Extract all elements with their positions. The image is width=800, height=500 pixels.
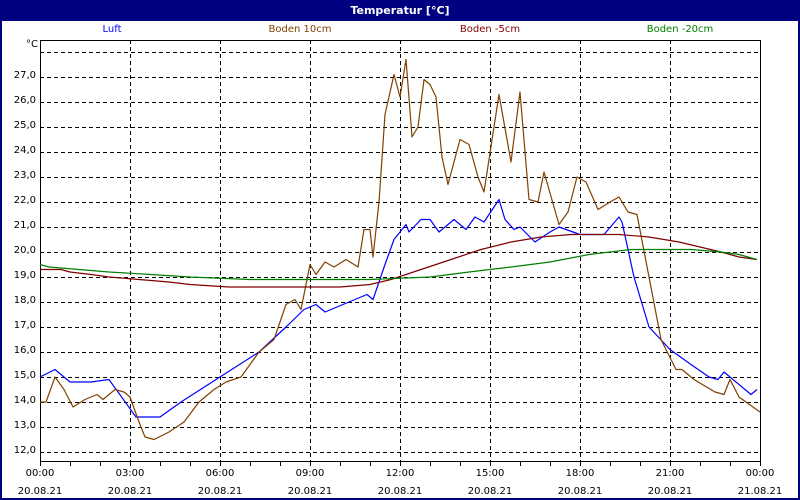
legend-item: Luft [102,24,122,35]
y-tick-label: 14,0 [13,395,36,406]
series-line-boden-10cm [40,58,761,441]
y-tick-label: 26,0 [13,95,36,106]
plot-frame [40,40,761,462]
x-tick-label: 03:00 20.08.21 [100,467,160,499]
x-tick-date: 20.08.21 [467,486,513,497]
legend-item: Boden -20cm [646,24,714,35]
x-tick-time: 15:00 [475,468,505,479]
x-tick-date: 21.08.21 [737,486,783,497]
x-tick-label: 18:00 20.08.21 [550,467,610,499]
window-title: Temperatur [°C] [2,2,798,21]
x-tick-time: 12:00 [385,468,415,479]
x-tick-date: 20.08.21 [377,486,423,497]
y-unit-label: °C [26,39,38,50]
x-tick-date: 20.08.21 [647,486,693,497]
y-tick-label: 18,0 [13,295,36,306]
x-tick-time: 03:00 [115,468,145,479]
series-line-boden-20cm [39,248,758,281]
x-tick-label: 06:00 20.08.21 [190,467,250,499]
y-tick-label: 20,0 [13,245,36,256]
series-line-luft [39,198,758,418]
x-tick-date: 20.08.21 [17,486,63,497]
x-tick-time: 06:00 [205,468,235,479]
x-tick-label: 12:00 20.08.21 [370,467,430,499]
y-tick-label: 19,0 [13,270,36,281]
y-tick-label: 22,0 [13,195,36,206]
x-tick-label: 15:00 20.08.21 [460,467,520,499]
y-tick-label: 17,0 [13,320,36,331]
x-tick-time: 00:00 [25,468,55,479]
x-tick-time: 18:00 [565,468,595,479]
legend-item: Boden -5cm [459,24,521,35]
x-tick-date: 20.08.21 [107,486,153,497]
y-tick-label: 24,0 [13,145,36,156]
x-tick-time: 00:00 [745,468,775,479]
legend-item: Boden 10cm [268,24,332,35]
y-tick-label: 12,0 [13,445,36,456]
x-tick-date: 20.08.21 [287,486,333,497]
y-tick-label: 13,0 [13,420,36,431]
x-tick-date: 20.08.21 [197,486,243,497]
y-tick-label: 15,0 [13,370,36,381]
y-tick-label: 16,0 [13,345,36,356]
x-tick-date: 20.08.21 [557,486,603,497]
x-tick-label: 00:00 20.08.21 [10,467,70,499]
y-tick-label: 23,0 [13,170,36,181]
x-tick-label: 21:00 20.08.21 [640,467,700,499]
x-tick-label: 09:00 20.08.21 [280,467,340,499]
y-tick-label: 27,0 [13,70,36,81]
x-tick-time: 09:00 [295,468,325,479]
y-tick-label: 21,0 [13,220,36,231]
series-line-boden-5cm [40,233,758,288]
x-tick-time: 21:00 [655,468,685,479]
y-tick-label: 25,0 [13,120,36,131]
x-tick-label: 00:00 21.08.21 [730,467,790,499]
